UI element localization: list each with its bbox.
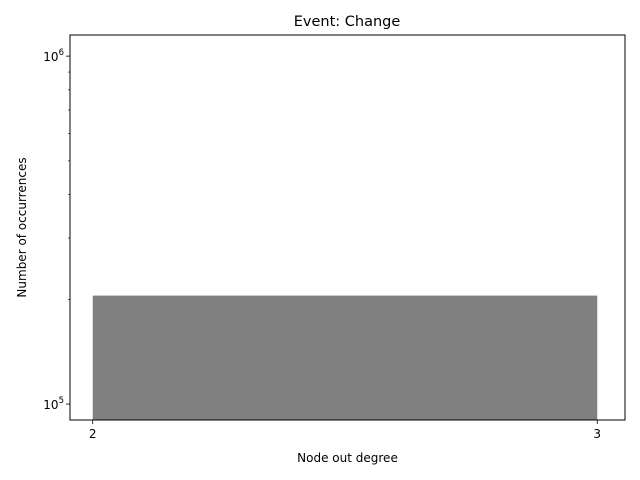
x-tick-label-2: 2 (89, 427, 97, 441)
y-axis-label: Number of occurrences (15, 157, 29, 297)
x-tick-label-3: 3 (593, 427, 601, 441)
bars-layer (92, 295, 598, 420)
plot-frame (69, 34, 626, 421)
y-tick-label-5: 105 (43, 396, 64, 412)
y-tick-label-6: 106 (43, 48, 64, 64)
bar-0 (92, 295, 598, 420)
chart-title: Event: Change (294, 14, 401, 30)
x-axis-label: Node out degree (297, 451, 398, 465)
